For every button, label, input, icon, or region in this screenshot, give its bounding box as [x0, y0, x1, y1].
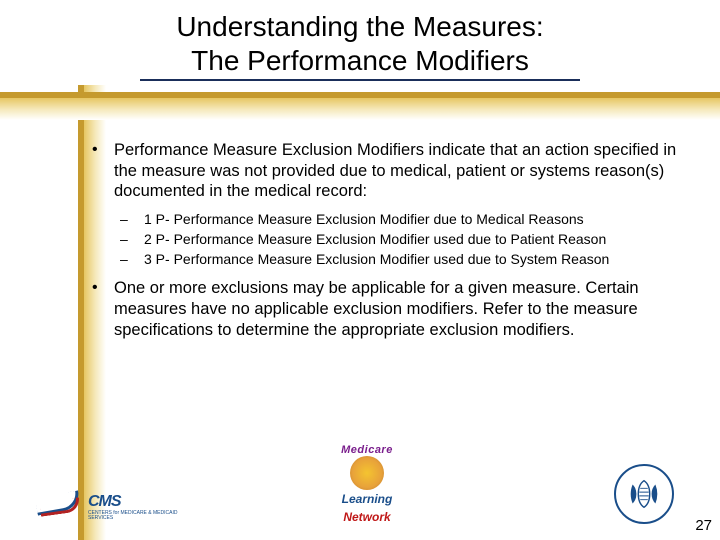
sub-bullet-text: 1 P- Performance Measure Exclusion Modif…: [144, 210, 584, 228]
title-block: Understanding the Measures: The Performa…: [0, 0, 720, 85]
title-line-1: Understanding the Measures:: [176, 11, 543, 42]
bullet-level-2: – 2 P- Performance Measure Exclusion Mod…: [120, 230, 690, 248]
cms-acronym: CMS: [88, 493, 178, 511]
sub-bullet-text: 2 P- Performance Measure Exclusion Modif…: [144, 230, 606, 248]
cms-subtext: CENTERS for MEDICARE & MEDICAID SERVICES: [88, 511, 178, 521]
title-line-2: The Performance Modifiers: [191, 45, 529, 76]
title-underline: [140, 79, 580, 81]
bullet-level-2: – 1 P- Performance Measure Exclusion Mod…: [120, 210, 690, 228]
mln-learning-text: Learning: [342, 492, 393, 506]
hhs-ring-icon: [614, 464, 674, 524]
dash-icon: –: [120, 250, 144, 268]
bullet-level-1: • One or more exclusions may be applicab…: [92, 278, 690, 340]
bullet-text: Performance Measure Exclusion Modifiers …: [114, 140, 690, 202]
hhs-seal-logo: [614, 464, 674, 524]
dash-icon: –: [120, 210, 144, 228]
sunburst-icon: [350, 456, 384, 490]
page-number: 27: [695, 517, 712, 534]
cms-swoosh-icon: [40, 492, 84, 522]
cms-logo: CMS CENTERS for MEDICARE & MEDICAID SERV…: [40, 492, 178, 522]
mln-network-text: Network: [343, 510, 390, 524]
slide-title: Understanding the Measures: The Performa…: [0, 0, 720, 77]
content-body: • Performance Measure Exclusion Modifier…: [92, 140, 690, 348]
hhs-eagle-faces-icon: [625, 475, 663, 513]
bullet-text: One or more exclusions may be applicable…: [114, 278, 690, 340]
mln-medicare-text: Medicare: [312, 444, 422, 456]
bullet-level-2: – 3 P- Performance Measure Exclusion Mod…: [120, 250, 690, 268]
bullet-dot-icon: •: [92, 140, 114, 202]
footer-logos: CMS CENTERS for MEDICARE & MEDICAID SERV…: [0, 466, 720, 526]
sub-bullet-text: 3 P- Performance Measure Exclusion Modif…: [144, 250, 609, 268]
decorative-band-horizontal: [0, 92, 720, 120]
slide: Understanding the Measures: The Performa…: [0, 0, 720, 540]
sub-bullet-list: – 1 P- Performance Measure Exclusion Mod…: [92, 210, 690, 269]
medicare-learning-network-logo: Medicare Learning Network: [312, 444, 422, 526]
bullet-level-1: • Performance Measure Exclusion Modifier…: [92, 140, 690, 202]
bullet-dot-icon: •: [92, 278, 114, 340]
dash-icon: –: [120, 230, 144, 248]
